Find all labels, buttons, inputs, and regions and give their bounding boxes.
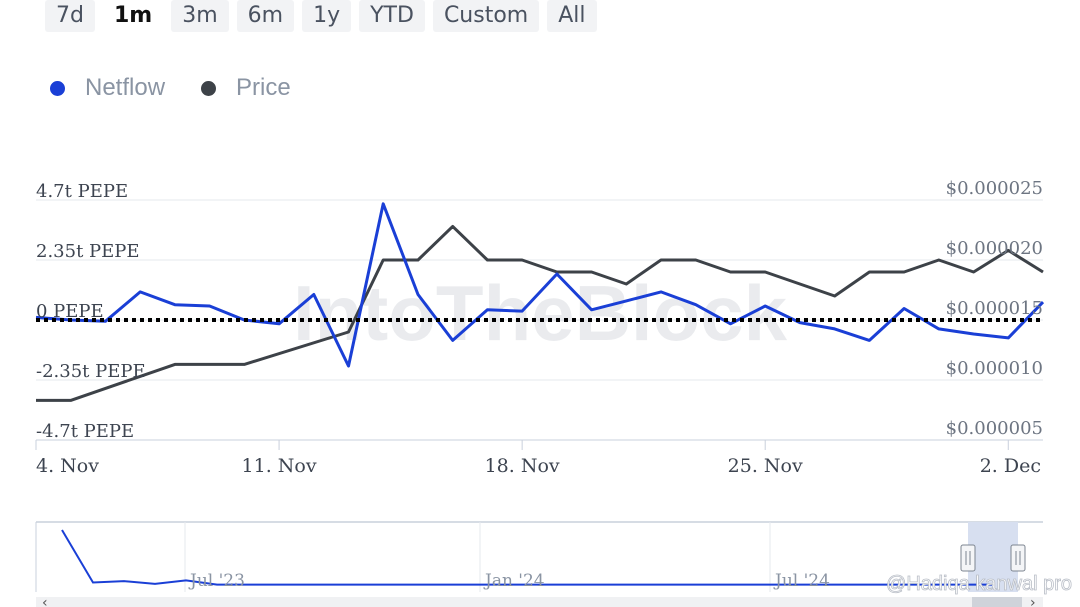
y-left-tick-label: 0 PEPE — [36, 301, 104, 322]
y-right-tick-label: $0.000010 — [946, 358, 1043, 379]
scrollbar-thumb — [972, 597, 1022, 607]
legend-label: Price — [236, 74, 291, 101]
price-line — [36, 224, 1044, 402]
watermark: IntoTheBlock — [293, 269, 788, 357]
navigator-label: Jan '24 — [483, 571, 545, 591]
navigator[interactable]: Jul '23 Jan '24 Jul '24 ‹ › — [35, 521, 1043, 607]
x-tick-label: 2. Dec — [980, 455, 1041, 477]
navigator-series — [61, 529, 992, 586]
x-tick-label: 11. Nov — [242, 455, 317, 477]
navigator-selection — [968, 522, 1018, 592]
series-layer — [35, 202, 1045, 402]
range-button-6m[interactable]: 6m — [236, 0, 295, 32]
grid — [35, 199, 1043, 450]
x-tick-label: 18. Nov — [485, 455, 560, 477]
navigator-handle[interactable] — [960, 544, 976, 572]
legend-marker — [201, 80, 217, 96]
scroll-right-arrow-icon: › — [1030, 595, 1036, 607]
range-button-3m[interactable]: 3m — [171, 0, 229, 32]
y-left-tick-label: 4.7t PEPE — [36, 181, 128, 202]
legend: Netflow Price — [50, 74, 291, 102]
navigator-handle[interactable] — [1010, 544, 1026, 572]
netflow-line — [35, 202, 1045, 368]
range-button-1m[interactable]: 1m — [102, 0, 164, 32]
range-button-custom[interactable]: Custom — [432, 0, 540, 32]
navigator-label: Jul '24 — [773, 571, 830, 591]
axis-labels: 4.7t PEPE $0.000025 2.35t PEPE $0.000020 0 P… — [36, 178, 1043, 477]
range-selector: 7d 1m 3m 6m 1y YTD Custom All — [45, 0, 597, 32]
y-right-tick-label: $0.000005 — [946, 418, 1043, 439]
range-button-all[interactable]: All — [547, 0, 597, 32]
y-left-tick-label: -2.35t PEPE — [36, 361, 146, 382]
range-button-ytd[interactable]: YTD — [359, 0, 425, 32]
y-right-tick-label: $0.000025 — [946, 178, 1043, 199]
y-left-tick-label: 2.35t PEPE — [36, 241, 140, 262]
y-left-tick-label: -4.7t PEPE — [36, 421, 134, 442]
legend-item-price[interactable]: Price — [201, 74, 291, 102]
navigator-label: Jul '23 — [188, 571, 245, 591]
legend-item-netflow[interactable]: Netflow — [50, 74, 165, 102]
x-tick-label: 25. Nov — [728, 455, 803, 477]
y-right-tick-label: $0.000015 — [946, 298, 1043, 319]
range-button-1y[interactable]: 1y — [302, 0, 352, 32]
range-button-7d[interactable]: 7d — [45, 0, 95, 32]
credit-watermark: @Hadiqa kanwal pro — [886, 573, 1072, 595]
x-tick-label: 4. Nov — [36, 455, 99, 477]
navigator-scrollbar[interactable] — [36, 597, 1043, 607]
scroll-left-arrow-icon: ‹ — [42, 595, 48, 607]
y-right-tick-label: $0.000020 — [946, 238, 1043, 259]
legend-marker — [50, 80, 65, 96]
legend-label: Netflow — [85, 74, 166, 101]
